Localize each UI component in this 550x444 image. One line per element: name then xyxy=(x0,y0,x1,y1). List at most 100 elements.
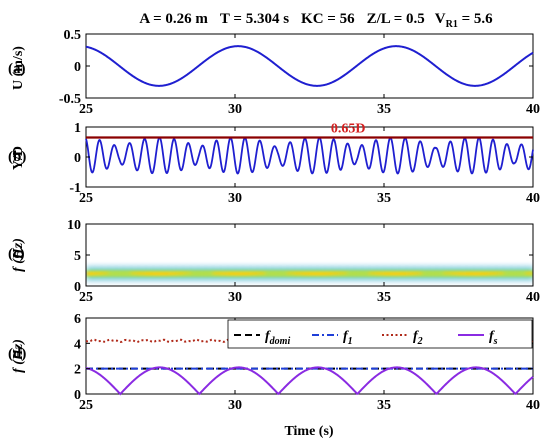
x-tick-label: 35 xyxy=(377,102,391,117)
header-text: A = 0.26 m T = 5.304 s KC = 56 Z/L = 0.5 VR1… xyxy=(139,11,493,30)
x-tick-label: 25 xyxy=(79,290,93,305)
panel-d: 25 30 35 40 0 2 4 6 fdomi f1 f2 fs (d) f (Hz) xyxy=(8,312,540,413)
spectrogram-peak xyxy=(324,272,333,276)
spectrogram-peak xyxy=(294,271,304,276)
header-vr-sub: R1 xyxy=(446,19,458,30)
spectrogram-inner-band xyxy=(503,270,512,277)
spectrogram-peak xyxy=(93,271,102,276)
spectrogram-peak xyxy=(458,272,467,276)
legend: fdomi f1 f2 fs xyxy=(227,319,533,349)
header-zl: Z/L = 0.5 xyxy=(367,11,425,27)
panel-c: 25 30 35 40 0 5 10 (c) f (Hz) xyxy=(8,218,540,305)
series-f-s-line xyxy=(85,366,534,396)
spectrogram-peak xyxy=(302,272,311,276)
legend-label-f-2: f2 xyxy=(413,329,423,347)
spectrogram-peak xyxy=(413,271,423,275)
x-tick-label: 25 xyxy=(79,102,93,117)
y-tick-label: 0.5 xyxy=(64,28,82,43)
legend-label-f-domi: fdomi xyxy=(265,329,290,347)
spectrogram-peak xyxy=(138,271,147,276)
y-tick-label: -0.5 xyxy=(59,92,81,107)
spectrogram-peak xyxy=(376,271,385,276)
panel-d-frame xyxy=(85,317,534,395)
x-tick-label: 35 xyxy=(377,398,391,413)
spectrogram-peak xyxy=(130,271,140,275)
spectrogram-inner-band xyxy=(510,270,520,277)
spectrogram-peak xyxy=(406,271,415,276)
panel-a: 25 30 35 40 -0.5 0 0.5 (a) U (m/s) xyxy=(8,28,540,117)
y-tick-label: 0 xyxy=(74,151,81,166)
spectrogram-inner-band xyxy=(108,270,117,277)
spectrogram-peak xyxy=(480,272,490,276)
spectrogram-inner-band xyxy=(436,270,445,277)
x-tick-label: 35 xyxy=(377,191,391,206)
spectrogram-peak xyxy=(235,272,244,276)
x-tick-label: 40 xyxy=(526,102,540,117)
y-tick-label: 2 xyxy=(74,363,81,378)
spectrogram-inner-band xyxy=(346,270,356,277)
y-tick-label: 1 xyxy=(74,121,81,136)
spectrogram-peak xyxy=(145,272,155,276)
x-tick-label: 25 xyxy=(79,191,93,206)
y-tick-label: -1 xyxy=(69,181,81,196)
spectrogram-peak xyxy=(465,272,475,276)
panel-b-ticks: 25 30 35 40 -1 0 1 xyxy=(69,121,540,206)
spectrogram-peak xyxy=(227,272,236,276)
spectrogram-peak xyxy=(257,271,266,275)
spectrogram-inner-band xyxy=(264,270,274,277)
spectrogram-peak xyxy=(220,271,229,276)
displacement-line xyxy=(85,136,534,175)
header-amplitude: A = 0.26 m xyxy=(139,11,208,27)
header-kc: KC = 56 xyxy=(301,11,355,27)
x-tick-label: 30 xyxy=(228,102,242,117)
y-tick-label: 4 xyxy=(74,337,81,352)
panel-a-ticks: 25 30 35 40 -0.5 0 0.5 xyxy=(59,28,540,117)
spectrogram-peak xyxy=(331,271,341,276)
spectrogram-peak xyxy=(451,271,460,275)
spectrogram-peak xyxy=(488,271,497,276)
spectrogram-inner-band xyxy=(123,270,132,277)
spectrogram-peak xyxy=(86,272,95,276)
spectrogram-peak xyxy=(398,272,408,276)
header-vr-value: = 5.6 xyxy=(458,11,493,27)
header-period: T = 5.304 s xyxy=(220,11,289,27)
velocity-line xyxy=(85,45,534,87)
spectrogram-inner-band xyxy=(361,270,371,277)
threshold-annotation: 0.65D xyxy=(331,122,366,137)
spectrogram-inner-band xyxy=(197,270,207,277)
legend-label-f-1: f1 xyxy=(343,329,353,347)
spectrogram-peak xyxy=(287,271,296,275)
x-axis-label: Time (s) xyxy=(284,424,333,439)
spectrogram-peak xyxy=(249,271,259,276)
spectrogram-inner-band xyxy=(421,270,430,277)
spectrogram-peak xyxy=(242,272,251,276)
panel-d-ticks: 25 30 35 40 0 2 4 6 xyxy=(74,312,540,413)
y-tick-label: 10 xyxy=(67,218,81,233)
spectrogram-inner-band xyxy=(190,270,199,277)
y-tick-label: 0 xyxy=(74,280,81,295)
spectrogram-inner-band xyxy=(518,270,527,277)
spectrogram-peak xyxy=(182,271,192,275)
spectrogram-peak xyxy=(391,272,400,276)
x-tick-label: 40 xyxy=(526,290,540,305)
spectrogram-peak xyxy=(525,271,533,275)
panel-b-ylabel: Y/D xyxy=(11,146,26,170)
panel-d-label: (d) xyxy=(8,346,26,362)
x-tick-label: 35 xyxy=(377,290,391,305)
spectrogram-peak xyxy=(153,272,162,276)
header-vr: V xyxy=(435,11,446,27)
x-tick-label: 40 xyxy=(526,398,540,413)
spectrogram-peak xyxy=(160,272,169,276)
spectrogram-inner-band xyxy=(272,270,281,277)
x-tick-label: 30 xyxy=(228,191,242,206)
spectrogram-inner-band xyxy=(115,270,125,277)
panel-b-label: (b) xyxy=(8,149,26,165)
spectrogram-peak xyxy=(369,271,378,275)
spectrogram-peak xyxy=(309,272,318,276)
spectrogram xyxy=(86,224,533,286)
spectrogram-peak xyxy=(339,271,348,275)
x-tick-label: 40 xyxy=(526,191,540,206)
spectrogram-inner-band xyxy=(205,270,214,277)
y-tick-label: 6 xyxy=(74,312,81,327)
panel-a-ylabel: U (m/s) xyxy=(11,46,26,90)
